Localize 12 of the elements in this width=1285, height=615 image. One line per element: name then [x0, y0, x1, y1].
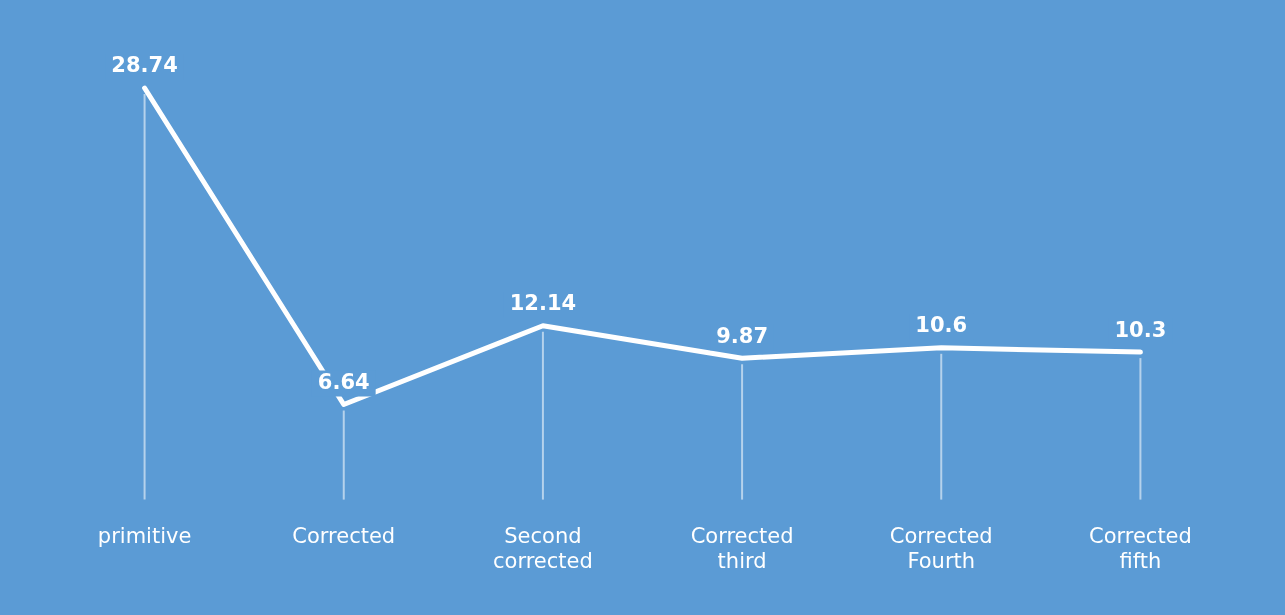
x-tick-label: Corrected [292, 523, 396, 548]
data-label: 6.64 [317, 369, 370, 394]
x-tick-label: Second corrected [493, 523, 593, 573]
data-label: 9.87 [716, 323, 768, 348]
data-label: 10.3 [1114, 317, 1167, 342]
data-label: 12.14 [509, 291, 577, 316]
x-tick-label: primitive [97, 523, 192, 548]
data-label: 10.6 [915, 313, 968, 338]
x-tick-label: Corrected third [690, 523, 794, 573]
x-tick-label: Corrected Fourth [889, 523, 993, 573]
x-tick-label: Corrected fifth [1088, 523, 1192, 573]
data-label: 28.74 [111, 53, 178, 78]
